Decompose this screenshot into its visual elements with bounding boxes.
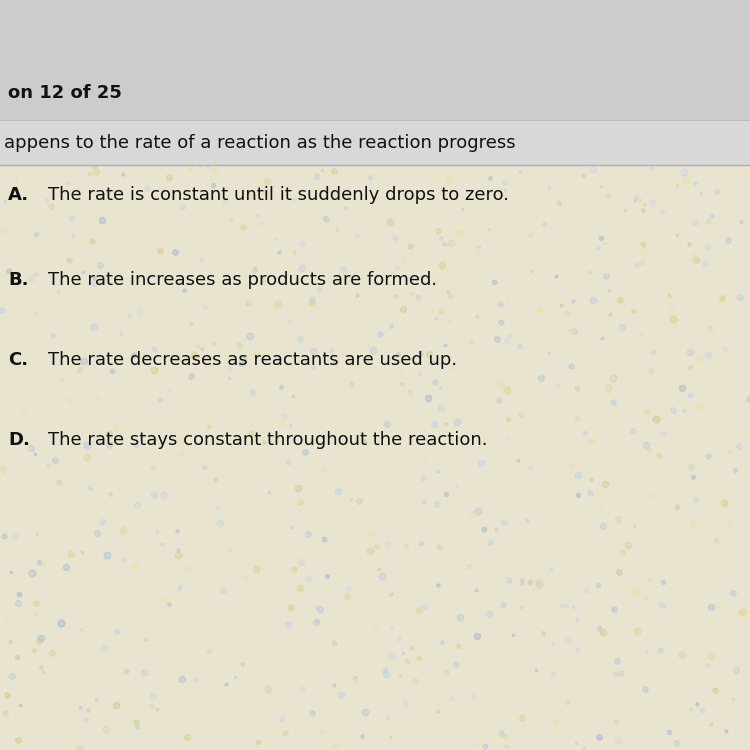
Text: B.: B. — [8, 271, 28, 289]
Bar — [0, 165, 750, 750]
Text: appens to the rate of a reaction as the reaction progress: appens to the rate of a reaction as the … — [4, 134, 516, 152]
Text: D.: D. — [8, 431, 30, 449]
Text: on 12 of 25: on 12 of 25 — [8, 84, 122, 102]
Bar — [0, 0, 750, 120]
Bar — [0, 120, 750, 165]
Text: The rate increases as products are formed.: The rate increases as products are forme… — [48, 271, 437, 289]
Text: The rate decreases as reactants are used up.: The rate decreases as reactants are used… — [48, 351, 457, 369]
Text: A.: A. — [8, 186, 29, 204]
Text: The rate is constant until it suddenly drops to zero.: The rate is constant until it suddenly d… — [48, 186, 509, 204]
Text: C.: C. — [8, 351, 28, 369]
Text: The rate stays constant throughout the reaction.: The rate stays constant throughout the r… — [48, 431, 488, 449]
